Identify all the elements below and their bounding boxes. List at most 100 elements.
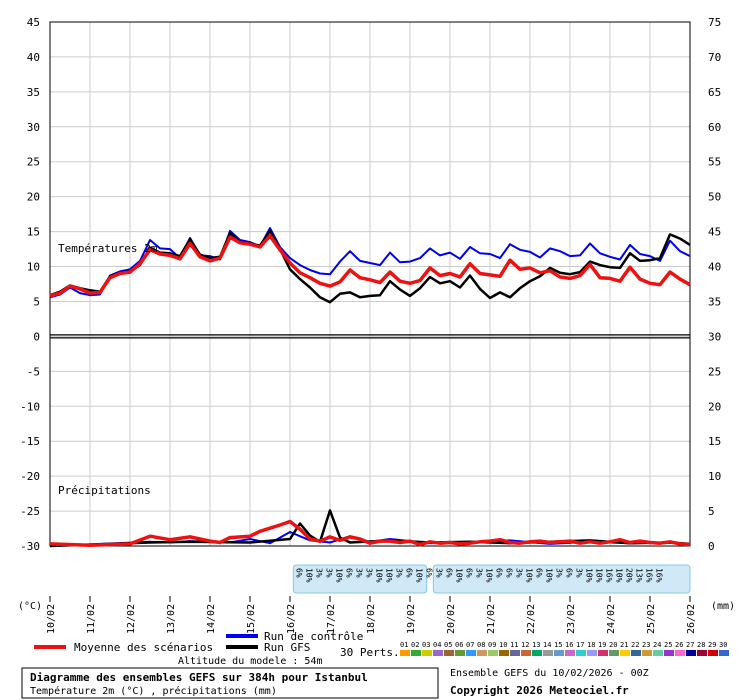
right-tick-label: 75 (708, 16, 721, 29)
x-tick-label: 14/02 (206, 604, 217, 634)
pert-number: 23 (642, 641, 650, 649)
left-tick-label: 35 (27, 86, 40, 99)
pert-swatch (510, 650, 520, 656)
snow-prob-label: 3% (314, 568, 323, 578)
right-tick-label: 55 (708, 156, 721, 169)
right-tick-label: 10 (708, 470, 721, 483)
pert-number: 17 (576, 641, 584, 649)
x-tick-label: 13/02 (166, 604, 177, 634)
right-tick-label: 45 (708, 226, 721, 239)
pert-number: 11 (510, 641, 518, 649)
pert-number: 10 (499, 641, 507, 649)
left-tick-label: 25 (27, 156, 40, 169)
x-tick-label: 19/02 (406, 604, 417, 634)
pert-swatch (697, 650, 707, 656)
x-tick-label: 20/02 (446, 604, 457, 634)
pert-swatches: 01 02 03 04 05 06 07 08 09 10 11 12 13 14 15 16 17 18 19 20… (400, 641, 729, 656)
legend-gfs-label: Run GFS (264, 641, 310, 654)
pert-number: 28 (697, 641, 705, 649)
legend-perts-label: 30 Perts. (340, 646, 400, 659)
right-tick-label: 30 (708, 330, 721, 343)
x-tick-label: 15/02 (246, 604, 257, 634)
pert-swatch (521, 650, 531, 656)
chart-title: Diagramme des ensembles GEFS sur 384h po… (30, 671, 368, 684)
snow-prob-label: 10% (334, 568, 343, 583)
snow-band-rect (432, 564, 691, 594)
snow-prob-label: 3% (324, 568, 333, 578)
pert-number: 09 (488, 641, 496, 649)
left-tick-label: 10 (27, 261, 40, 274)
snow-prob-label: 6% (534, 568, 543, 578)
left-tick-label: 20 (27, 191, 40, 204)
pert-number: 15 (554, 641, 562, 649)
pert-swatch (499, 650, 509, 656)
pert-swatch (664, 650, 674, 656)
x-tick-label: 22/02 (526, 604, 537, 634)
x-tick-label: 17/02 (326, 604, 337, 634)
right-tick-label: 40 (708, 261, 721, 274)
pert-number: 29 (708, 641, 716, 649)
pert-swatch (554, 650, 564, 656)
pert-swatch (488, 650, 498, 656)
x-axis: 10/02 11/02 12/02 13/02 14/02 15/02 16/02 17/02… (46, 596, 697, 634)
right-tick-label: 70 (708, 51, 721, 64)
pert-swatch (675, 650, 685, 656)
pert-swatch (477, 650, 487, 656)
altitude-label: Altitude du modele : 54m (178, 656, 323, 667)
pert-number: 26 (675, 641, 683, 649)
snow-prob-label: 10% (304, 568, 313, 583)
pert-number: 21 (620, 641, 628, 649)
pert-swatch (631, 650, 641, 656)
chart-subtitle: Température 2m (°C) , précipitations (mm… (30, 685, 277, 697)
x-tick-label: 10/02 (46, 604, 57, 634)
left-axis-unit: (°C) (18, 601, 42, 612)
pert-number: 22 (631, 641, 639, 649)
snow-prob-label: 10% (384, 568, 393, 583)
snow-prob-label: 3% (574, 568, 583, 578)
legend-mean-label: Moyenne des scénarios (74, 641, 213, 654)
pert-number: 14 (543, 641, 551, 649)
snow-prob-label: 6% (444, 568, 453, 578)
snow-prob-label: 6% (294, 568, 303, 578)
left-tick-label: -20 (20, 470, 40, 483)
snow-prob-label: 20% (624, 568, 633, 583)
snow-prob-label: 6% (424, 568, 433, 578)
pert-number: 07 (466, 641, 474, 649)
pert-swatch (400, 650, 410, 656)
right-tick-label: 5 (708, 505, 715, 518)
snow-prob-label: 16% (644, 568, 653, 583)
pert-number: 06 (455, 641, 463, 649)
pert-swatch (455, 650, 465, 656)
pert-swatch (532, 650, 542, 656)
snow-prob-label: 3% (514, 568, 523, 578)
snow-prob-label: 6% (404, 568, 413, 578)
x-tick-label: 23/02 (566, 604, 577, 634)
pert-swatch (444, 650, 454, 656)
right-tick-label: 60 (708, 121, 721, 134)
snow-prob-label: 3% (354, 568, 363, 578)
snow-band-rect (292, 564, 428, 594)
pert-number: 05 (444, 641, 452, 649)
pert-swatch (543, 650, 553, 656)
x-tick-label: 18/02 (366, 604, 377, 634)
copyright: Copyright 2026 Meteociel.fr (450, 684, 629, 697)
snow-prob-label: 6% (504, 568, 513, 578)
pert-swatch (466, 650, 476, 656)
snow-prob-label: 16% (604, 568, 613, 583)
snow-prob-label: 10% (524, 568, 533, 583)
x-tick-label: 11/02 (86, 604, 97, 634)
snow-prob-label: 3% (474, 568, 483, 578)
snow-prob-label: 10% (544, 568, 553, 583)
pert-swatch (433, 650, 443, 656)
right-tick-label: 20 (708, 400, 721, 413)
series-temp-control (49, 227, 691, 299)
legend: Moyenne des scénarios Run de contrôle Ru… (34, 630, 729, 659)
right-tick-label: 50 (708, 191, 721, 204)
x-tick-label: 12/02 (126, 604, 137, 634)
left-tick-label: 30 (27, 121, 40, 134)
right-tick-label: 0 (708, 540, 715, 553)
pert-swatch (598, 650, 608, 656)
left-tick-label: -10 (20, 400, 40, 413)
right-tick-label: 35 (708, 295, 721, 308)
